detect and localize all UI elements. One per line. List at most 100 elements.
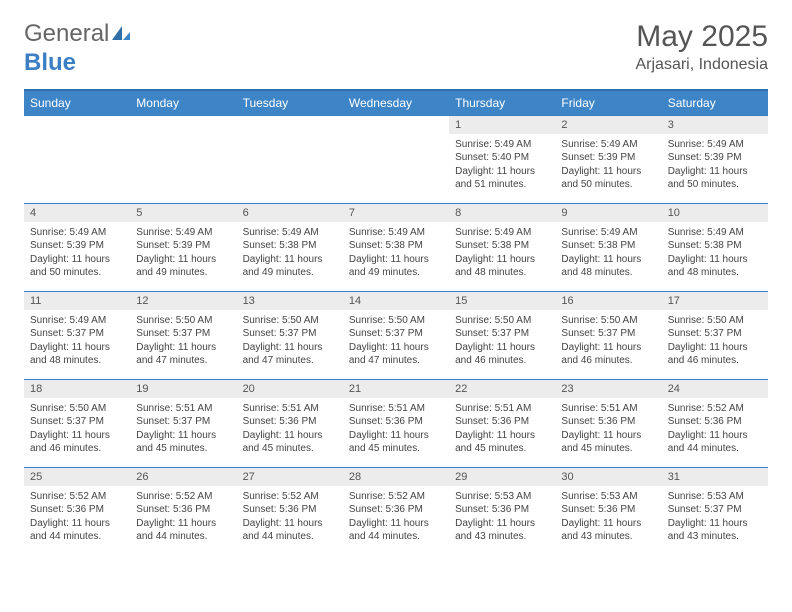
sunset-text: Sunset: 5:36 PM — [455, 503, 549, 517]
day-content: Sunrise: 5:52 AMSunset: 5:36 PMDaylight:… — [24, 486, 130, 550]
day-content: Sunrise: 5:51 AMSunset: 5:36 PMDaylight:… — [449, 398, 555, 462]
day-number: 25 — [24, 468, 130, 486]
daylight-text-1: Daylight: 11 hours — [136, 517, 230, 531]
daylight-text-2: and 44 minutes. — [349, 530, 443, 544]
sunset-text: Sunset: 5:36 PM — [136, 503, 230, 517]
sunrise-text: Sunrise: 5:49 AM — [30, 314, 124, 328]
sunset-text: Sunset: 5:36 PM — [30, 503, 124, 517]
day-header: Wednesday — [343, 90, 449, 116]
sunset-text: Sunset: 5:37 PM — [30, 327, 124, 341]
daylight-text-2: and 49 minutes. — [349, 266, 443, 280]
daylight-text-1: Daylight: 11 hours — [455, 253, 549, 267]
day-number: 23 — [555, 380, 661, 398]
daylight-text-1: Daylight: 11 hours — [30, 253, 124, 267]
day-content: Sunrise: 5:49 AMSunset: 5:37 PMDaylight:… — [24, 310, 130, 374]
daylight-text-1: Daylight: 11 hours — [30, 341, 124, 355]
title-block: May 2025 Arjasari, Indonesia — [635, 20, 768, 74]
daylight-text-2: and 44 minutes. — [243, 530, 337, 544]
sunrise-text: Sunrise: 5:50 AM — [668, 314, 762, 328]
daylight-text-2: and 46 minutes. — [561, 354, 655, 368]
sunset-text: Sunset: 5:38 PM — [455, 239, 549, 253]
day-content: Sunrise: 5:50 AMSunset: 5:37 PMDaylight:… — [449, 310, 555, 374]
logo-blue: Blue — [24, 49, 76, 76]
day-content: Sunrise: 5:49 AMSunset: 5:40 PMDaylight:… — [449, 134, 555, 198]
day-cell: 7Sunrise: 5:49 AMSunset: 5:38 PMDaylight… — [343, 203, 449, 291]
daylight-text-2: and 50 minutes. — [561, 178, 655, 192]
day-number: 22 — [449, 380, 555, 398]
day-number: 19 — [130, 380, 236, 398]
sunrise-text: Sunrise: 5:52 AM — [30, 490, 124, 504]
sunrise-text: Sunrise: 5:49 AM — [561, 138, 655, 152]
sunset-text: Sunset: 5:37 PM — [668, 503, 762, 517]
day-cell: 12Sunrise: 5:50 AMSunset: 5:37 PMDayligh… — [130, 291, 236, 379]
day-cell: 22Sunrise: 5:51 AMSunset: 5:36 PMDayligh… — [449, 379, 555, 467]
day-content: Sunrise: 5:49 AMSunset: 5:39 PMDaylight:… — [24, 222, 130, 286]
daylight-text-1: Daylight: 11 hours — [349, 429, 443, 443]
month-title: May 2025 — [635, 20, 768, 54]
sunset-text: Sunset: 5:36 PM — [561, 503, 655, 517]
daylight-text-1: Daylight: 11 hours — [455, 517, 549, 531]
sunrise-text: Sunrise: 5:50 AM — [30, 402, 124, 416]
day-content: Sunrise: 5:50 AMSunset: 5:37 PMDaylight:… — [662, 310, 768, 374]
day-content: Sunrise: 5:52 AMSunset: 5:36 PMDaylight:… — [662, 398, 768, 462]
sunset-text: Sunset: 5:37 PM — [668, 327, 762, 341]
sunset-text: Sunset: 5:36 PM — [349, 503, 443, 517]
day-cell: 6Sunrise: 5:49 AMSunset: 5:38 PMDaylight… — [237, 203, 343, 291]
day-cell: 11Sunrise: 5:49 AMSunset: 5:37 PMDayligh… — [24, 291, 130, 379]
daylight-text-1: Daylight: 11 hours — [561, 341, 655, 355]
daylight-text-1: Daylight: 11 hours — [136, 341, 230, 355]
day-cell: 25Sunrise: 5:52 AMSunset: 5:36 PMDayligh… — [24, 467, 130, 555]
daylight-text-1: Daylight: 11 hours — [349, 341, 443, 355]
day-content: Sunrise: 5:51 AMSunset: 5:36 PMDaylight:… — [343, 398, 449, 462]
day-cell: 1Sunrise: 5:49 AMSunset: 5:40 PMDaylight… — [449, 115, 555, 203]
daylight-text-2: and 46 minutes. — [30, 442, 124, 456]
day-number: 16 — [555, 292, 661, 310]
sunrise-text: Sunrise: 5:49 AM — [561, 226, 655, 240]
day-header: Monday — [130, 90, 236, 116]
daylight-text-2: and 51 minutes. — [455, 178, 549, 192]
day-cell: 8Sunrise: 5:49 AMSunset: 5:38 PMDaylight… — [449, 203, 555, 291]
day-number: 29 — [449, 468, 555, 486]
day-cell: .. — [24, 115, 130, 203]
sunset-text: Sunset: 5:38 PM — [243, 239, 337, 253]
day-number: 1 — [449, 116, 555, 134]
daylight-text-1: Daylight: 11 hours — [561, 165, 655, 179]
daylight-text-2: and 48 minutes. — [561, 266, 655, 280]
day-content: Sunrise: 5:53 AMSunset: 5:37 PMDaylight:… — [662, 486, 768, 550]
daylight-text-1: Daylight: 11 hours — [349, 517, 443, 531]
sunrise-text: Sunrise: 5:53 AM — [668, 490, 762, 504]
sunrise-text: Sunrise: 5:50 AM — [136, 314, 230, 328]
day-number: 31 — [662, 468, 768, 486]
day-cell: 28Sunrise: 5:52 AMSunset: 5:36 PMDayligh… — [343, 467, 449, 555]
sunset-text: Sunset: 5:37 PM — [30, 415, 124, 429]
day-content: Sunrise: 5:50 AMSunset: 5:37 PMDaylight:… — [343, 310, 449, 374]
day-number: 4 — [24, 204, 130, 222]
day-cell: 18Sunrise: 5:50 AMSunset: 5:37 PMDayligh… — [24, 379, 130, 467]
calendar-body: ........1Sunrise: 5:49 AMSunset: 5:40 PM… — [24, 115, 768, 555]
day-number: 7 — [343, 204, 449, 222]
day-cell: .. — [130, 115, 236, 203]
daylight-text-1: Daylight: 11 hours — [455, 165, 549, 179]
daylight-text-1: Daylight: 11 hours — [668, 165, 762, 179]
daylight-text-1: Daylight: 11 hours — [455, 429, 549, 443]
day-content: Sunrise: 5:49 AMSunset: 5:39 PMDaylight:… — [662, 134, 768, 198]
day-cell: 30Sunrise: 5:53 AMSunset: 5:36 PMDayligh… — [555, 467, 661, 555]
day-header: Sunday — [24, 90, 130, 116]
day-number: 3 — [662, 116, 768, 134]
sunset-text: Sunset: 5:39 PM — [668, 151, 762, 165]
sunrise-text: Sunrise: 5:51 AM — [349, 402, 443, 416]
day-cell: 9Sunrise: 5:49 AMSunset: 5:38 PMDaylight… — [555, 203, 661, 291]
daylight-text-1: Daylight: 11 hours — [561, 517, 655, 531]
daylight-text-2: and 46 minutes. — [668, 354, 762, 368]
daylight-text-2: and 50 minutes. — [668, 178, 762, 192]
day-content: Sunrise: 5:51 AMSunset: 5:36 PMDaylight:… — [555, 398, 661, 462]
daylight-text-1: Daylight: 11 hours — [30, 429, 124, 443]
day-number: 11 — [24, 292, 130, 310]
day-content: Sunrise: 5:49 AMSunset: 5:38 PMDaylight:… — [449, 222, 555, 286]
day-content: Sunrise: 5:53 AMSunset: 5:36 PMDaylight:… — [555, 486, 661, 550]
sunset-text: Sunset: 5:36 PM — [349, 415, 443, 429]
daylight-text-2: and 45 minutes. — [243, 442, 337, 456]
sunset-text: Sunset: 5:36 PM — [455, 415, 549, 429]
week-row: 11Sunrise: 5:49 AMSunset: 5:37 PMDayligh… — [24, 291, 768, 379]
day-cell: 23Sunrise: 5:51 AMSunset: 5:36 PMDayligh… — [555, 379, 661, 467]
